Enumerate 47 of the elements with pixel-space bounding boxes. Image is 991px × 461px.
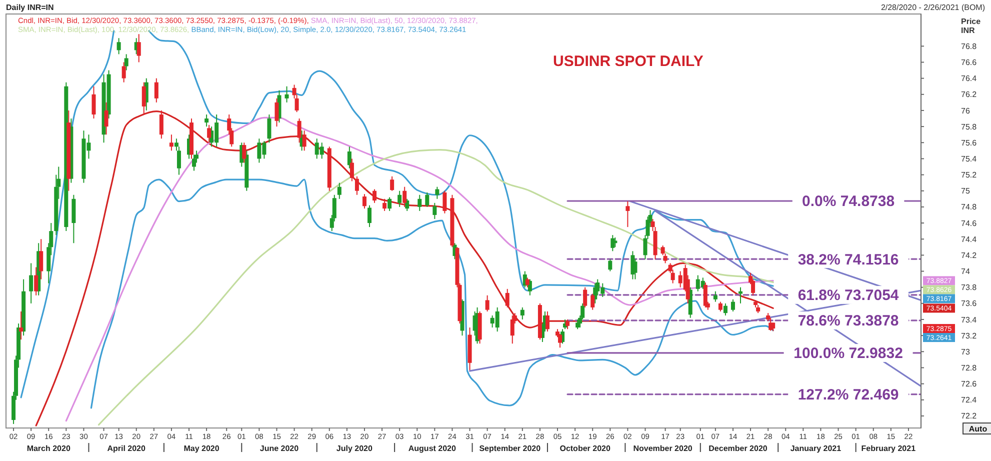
y-tick-label: 74.2	[961, 250, 978, 260]
x2-tick-label: January 2021	[790, 444, 842, 453]
x2-tick-label: July 2020	[336, 444, 374, 453]
y-tick-label: 72.4	[961, 396, 978, 405]
x2-tick-label: May 2020	[184, 444, 220, 453]
y-tick-label: 75.6	[961, 138, 978, 148]
x2-tick-label: September 2020	[479, 444, 542, 453]
y-tick-label: 72.8	[961, 364, 978, 373]
annotation: 0.0% 74.8738	[802, 193, 895, 210]
x2-tick-label: December 2020	[708, 444, 768, 453]
y-tick-label: 75	[961, 186, 970, 196]
x2-tick-label: August 2020	[408, 444, 456, 453]
y-tick-label: 74.6	[961, 218, 978, 228]
y-tick-label: 73.8	[961, 283, 978, 292]
y-tick-label: 73	[961, 347, 970, 356]
y-tick-label: 74	[961, 267, 970, 276]
x2-tick-label: April 2020	[107, 444, 146, 453]
y-tick-label: 76.2	[961, 90, 978, 100]
y-axis-title: Price INR	[961, 17, 982, 35]
annotation: 61.8% 73.7054	[798, 287, 900, 304]
y-tick-label: 73.6	[961, 299, 978, 308]
x2-tick-label: November 2020	[633, 444, 693, 453]
text: 2/28/2020 - 2/26/2021 (BOM)	[880, 3, 986, 12]
y-tick-label: 74.4	[961, 234, 978, 244]
y-tick-label: 74.8	[961, 202, 978, 212]
y-tick-label: 76.8	[961, 42, 978, 51]
x2-tick-label: February 2021	[861, 444, 916, 453]
y-tick-label: 72.2	[961, 412, 978, 421]
x2-tick-label: October 2020	[560, 444, 611, 453]
annotation: 38.2% 74.1516	[798, 251, 899, 268]
y-tick-label: 76	[961, 106, 970, 116]
text: Auto	[968, 424, 988, 434]
annotation: 78.6% 73.3878	[798, 312, 899, 330]
y-tick-label: 75.2	[961, 170, 978, 180]
x2-tick-label: June 2020	[260, 444, 300, 453]
y-tick-label: 76.6	[961, 58, 978, 68]
y-tick-label: 75.4	[961, 154, 978, 164]
chart-subtitle: Daily INR=IN	[6, 3, 54, 12]
y-tick-label: 73.2	[961, 331, 978, 340]
y-tick-label: 76.4	[961, 74, 978, 84]
text: USDINR SPOT DAILY	[553, 53, 704, 70]
x2-tick-label: March 2020	[26, 444, 71, 453]
y-tick-label: 73.4	[961, 315, 978, 324]
y-tick-label: 75.8	[961, 122, 978, 132]
annotation: 100.0% 72.9832	[794, 345, 903, 362]
annotation: 127.2% 72.469	[798, 386, 899, 404]
y-tick-label: 72.6	[961, 380, 978, 389]
